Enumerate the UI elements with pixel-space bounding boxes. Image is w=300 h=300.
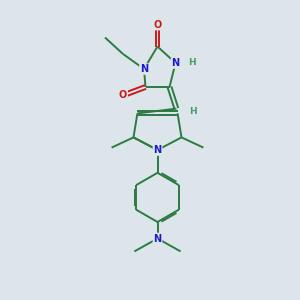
Text: O: O	[119, 90, 127, 100]
Text: H: H	[189, 107, 196, 116]
Text: N: N	[140, 64, 148, 74]
Text: N: N	[153, 145, 162, 155]
Text: O: O	[153, 20, 162, 30]
Text: N: N	[153, 233, 162, 244]
Text: H: H	[188, 58, 196, 67]
Text: N: N	[171, 58, 180, 68]
